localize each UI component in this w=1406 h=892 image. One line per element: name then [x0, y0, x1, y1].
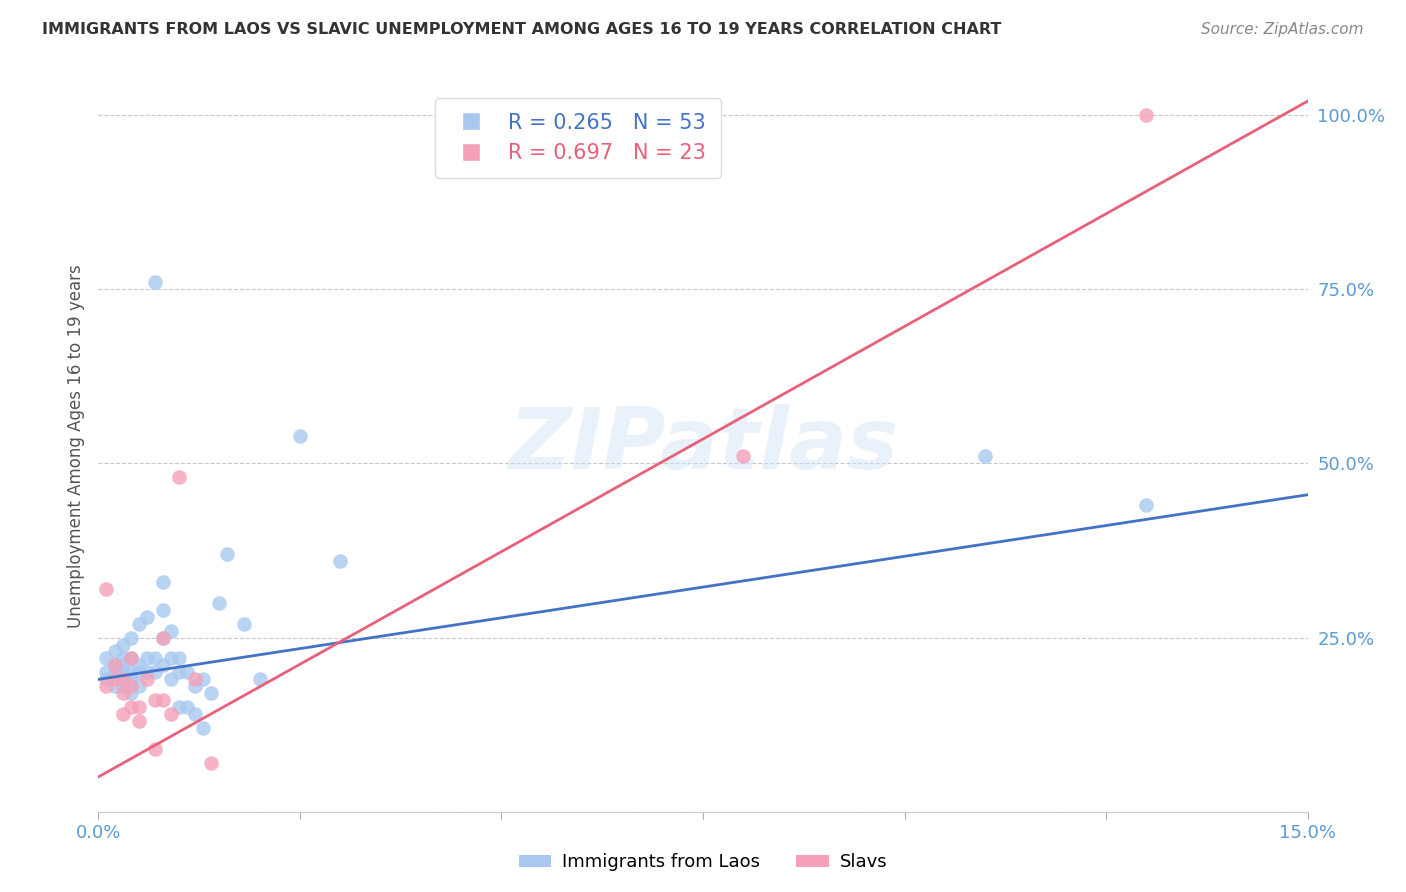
Point: [152, 658, 174, 673]
Point: [128, 658, 150, 673]
Point: [167, 651, 190, 665]
Point: [152, 603, 174, 617]
Point: [288, 428, 311, 442]
Point: [176, 700, 198, 714]
Point: [120, 651, 142, 665]
Point: [167, 470, 190, 484]
Point: [160, 673, 183, 687]
Point: [120, 673, 142, 687]
Point: [143, 275, 166, 289]
Point: [143, 665, 166, 680]
Point: [128, 665, 150, 680]
Point: [167, 665, 190, 680]
Point: [135, 665, 157, 680]
Point: [200, 686, 222, 700]
Point: [111, 651, 134, 665]
Point: [111, 665, 134, 680]
Text: ZIPatlas: ZIPatlas: [508, 404, 898, 488]
Point: [103, 679, 125, 693]
Legend: Immigrants from Laos, Slavs: Immigrants from Laos, Slavs: [512, 847, 894, 879]
Point: [232, 616, 254, 631]
Point: [96, 665, 118, 680]
Point: [111, 679, 134, 693]
Point: [120, 686, 142, 700]
Point: [128, 700, 150, 714]
Point: [103, 644, 125, 658]
Point: [96, 582, 118, 596]
Point: [176, 665, 198, 680]
Point: [974, 450, 997, 464]
Point: [128, 714, 150, 728]
Text: Source: ZipAtlas.com: Source: ZipAtlas.com: [1201, 22, 1364, 37]
Point: [193, 673, 215, 687]
Point: [120, 679, 142, 693]
Point: [96, 679, 118, 693]
Point: [193, 721, 215, 735]
Point: [143, 651, 166, 665]
Point: [103, 658, 125, 673]
Point: [96, 673, 118, 687]
Point: [128, 616, 150, 631]
Point: [152, 574, 174, 589]
Point: [103, 673, 125, 687]
Point: [135, 609, 157, 624]
Point: [249, 673, 271, 687]
Text: IMMIGRANTS FROM LAOS VS SLAVIC UNEMPLOYMENT AMONG AGES 16 TO 19 YEARS CORRELATIO: IMMIGRANTS FROM LAOS VS SLAVIC UNEMPLOYM…: [42, 22, 1001, 37]
Point: [160, 651, 183, 665]
Point: [184, 679, 207, 693]
Point: [120, 651, 142, 665]
Point: [111, 707, 134, 722]
Point: [111, 658, 134, 673]
Point: [128, 679, 150, 693]
Point: [135, 651, 157, 665]
Legend: R = 0.265   N = 53, R = 0.697   N = 23: R = 0.265 N = 53, R = 0.697 N = 23: [436, 98, 721, 178]
Point: [120, 631, 142, 645]
Point: [111, 686, 134, 700]
Point: [208, 596, 231, 610]
Point: [184, 673, 207, 687]
Y-axis label: Unemployment Among Ages 16 to 19 years: Unemployment Among Ages 16 to 19 years: [66, 264, 84, 628]
Point: [1135, 498, 1157, 512]
Point: [120, 700, 142, 714]
Point: [200, 756, 222, 770]
Point: [167, 700, 190, 714]
Point: [111, 673, 134, 687]
Point: [120, 665, 142, 680]
Point: [152, 693, 174, 707]
Point: [111, 673, 134, 687]
Point: [143, 742, 166, 756]
Point: [160, 707, 183, 722]
Point: [329, 554, 352, 568]
Point: [143, 693, 166, 707]
Point: [103, 665, 125, 680]
Point: [733, 450, 755, 464]
Point: [103, 658, 125, 673]
Point: [160, 624, 183, 638]
Point: [152, 631, 174, 645]
Point: [152, 631, 174, 645]
Point: [135, 673, 157, 687]
Point: [184, 707, 207, 722]
Point: [217, 547, 239, 561]
Point: [96, 651, 118, 665]
Point: [1135, 108, 1157, 122]
Point: [111, 638, 134, 652]
